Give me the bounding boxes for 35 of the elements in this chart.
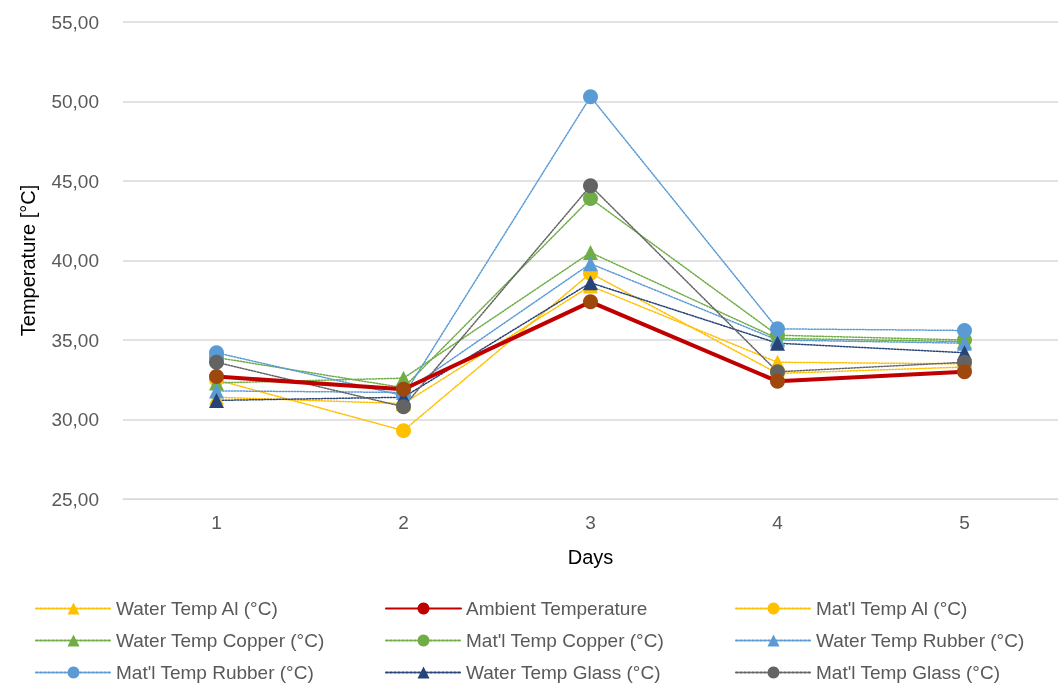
y-tick-label: 35,00 (51, 329, 99, 351)
legend-label: Water Temp Copper (°C) (116, 630, 325, 651)
y-axis-title: Temperature [°C] (17, 184, 39, 337)
point (770, 321, 785, 337)
point (957, 364, 972, 380)
legend-label: Water Temp Al (°C) (116, 598, 278, 619)
x-tick-label: 2 (398, 512, 409, 533)
point (583, 190, 598, 206)
legend-label: Ambient Temperature (466, 598, 648, 619)
x-tick-label: 4 (772, 512, 784, 533)
point (209, 354, 224, 370)
x-tick-label: 3 (585, 512, 596, 533)
point (583, 178, 598, 194)
x-tick-label: 5 (959, 512, 970, 533)
point (957, 322, 972, 338)
point (583, 89, 598, 105)
legend-label: Mat'l Temp Rubber (°C) (116, 662, 314, 683)
legend-label: Water Temp Glass (°C) (466, 662, 661, 683)
y-tick-label: 45,00 (51, 170, 99, 192)
point (770, 373, 785, 389)
y-tick-label: 30,00 (51, 409, 99, 430)
legend-label: Mat'l Temp Al (°C) (816, 598, 968, 619)
y-tick-label: 50,00 (51, 91, 99, 112)
point (583, 245, 598, 261)
point (583, 256, 598, 272)
y-tick-label: 40,00 (51, 250, 99, 271)
legend-label: Mat'l Temp Copper (°C) (466, 630, 664, 651)
point (396, 423, 411, 439)
point (583, 294, 598, 310)
y-tick-label: 25,00 (51, 488, 99, 510)
y-tick-label: 55,00 (51, 11, 99, 33)
x-axis-title: Days (567, 546, 614, 568)
legend-label: Mat'l Temp Glass (°C) (816, 662, 1001, 683)
legend-label: Water Temp Rubber (°C) (816, 630, 1025, 651)
x-tick-label: 1 (211, 512, 222, 533)
